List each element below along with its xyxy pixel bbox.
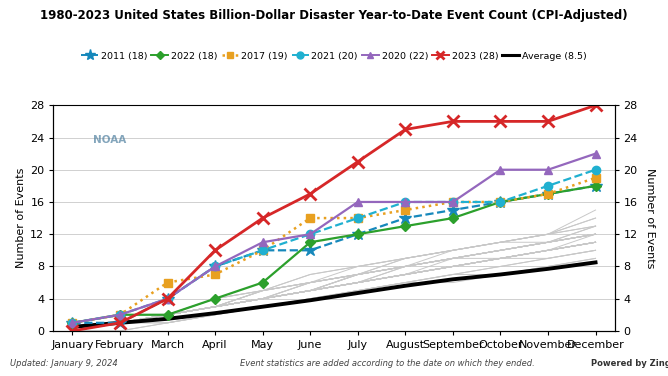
Y-axis label: Number of Events: Number of Events <box>645 168 655 268</box>
Text: Event statistics are added according to the date on which they ended.: Event statistics are added according to … <box>240 359 535 368</box>
Y-axis label: Number of Events: Number of Events <box>16 168 26 268</box>
Legend: 2011 (18), 2022 (18), 2017 (19), 2021 (20), 2020 (22), 2023 (28), Average (8.5): 2011 (18), 2022 (18), 2017 (19), 2021 (2… <box>81 52 587 61</box>
Text: NOAA: NOAA <box>93 135 126 145</box>
Text: Updated: January 9, 2024: Updated: January 9, 2024 <box>10 359 118 368</box>
Text: Powered by ZingChart: Powered by ZingChart <box>591 359 668 368</box>
Text: 1980-2023 United States Billion-Dollar Disaster Year-to-Date Event Count (CPI-Ad: 1980-2023 United States Billion-Dollar D… <box>40 9 628 23</box>
